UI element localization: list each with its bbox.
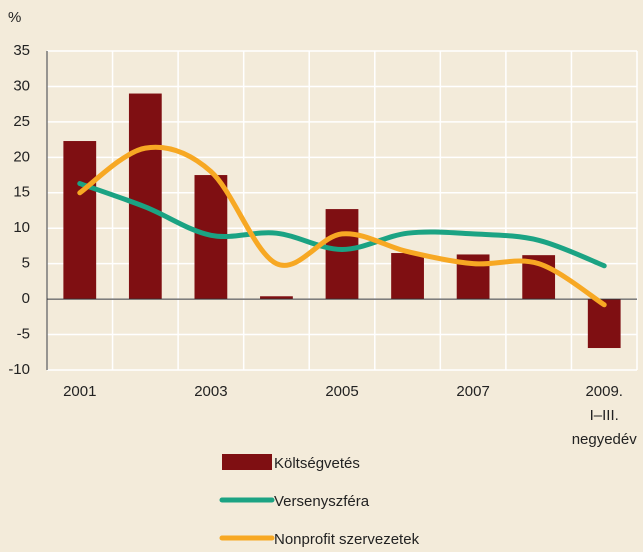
legend-label: Versenyszféra bbox=[274, 493, 370, 510]
y-tick-label: -5 bbox=[17, 326, 30, 343]
x-tick-label: 2003 bbox=[194, 383, 227, 400]
x-tick-label: 2009. I–III. negyedév bbox=[572, 383, 638, 448]
y-unit: % bbox=[8, 9, 21, 26]
x-tick-label: 2007 bbox=[456, 383, 489, 400]
x-tick-label: 2005 bbox=[325, 383, 358, 400]
line bbox=[77, 144, 607, 308]
y-tick-label: 10 bbox=[13, 219, 30, 236]
bar bbox=[391, 253, 424, 300]
y-tick-label: 0 bbox=[22, 290, 30, 307]
bar bbox=[63, 141, 97, 300]
legend-label: Nonprofit szervezetek bbox=[274, 531, 420, 548]
legend-label: Költségvetés bbox=[274, 455, 360, 472]
x-tick-label: 2001 bbox=[63, 383, 96, 400]
y-tick-label: 15 bbox=[13, 184, 30, 201]
bar bbox=[325, 209, 359, 300]
legend-swatch bbox=[222, 454, 272, 470]
bar bbox=[128, 93, 162, 300]
bar bbox=[260, 296, 293, 300]
y-tick-label: 20 bbox=[13, 148, 30, 165]
y-tick-label: 35 bbox=[13, 42, 30, 59]
y-tick-label: 5 bbox=[22, 255, 30, 272]
y-tick-label: 30 bbox=[13, 77, 30, 94]
y-tick-label: 25 bbox=[13, 113, 30, 130]
line bbox=[77, 181, 607, 269]
y-tick-label: -10 bbox=[8, 361, 30, 378]
